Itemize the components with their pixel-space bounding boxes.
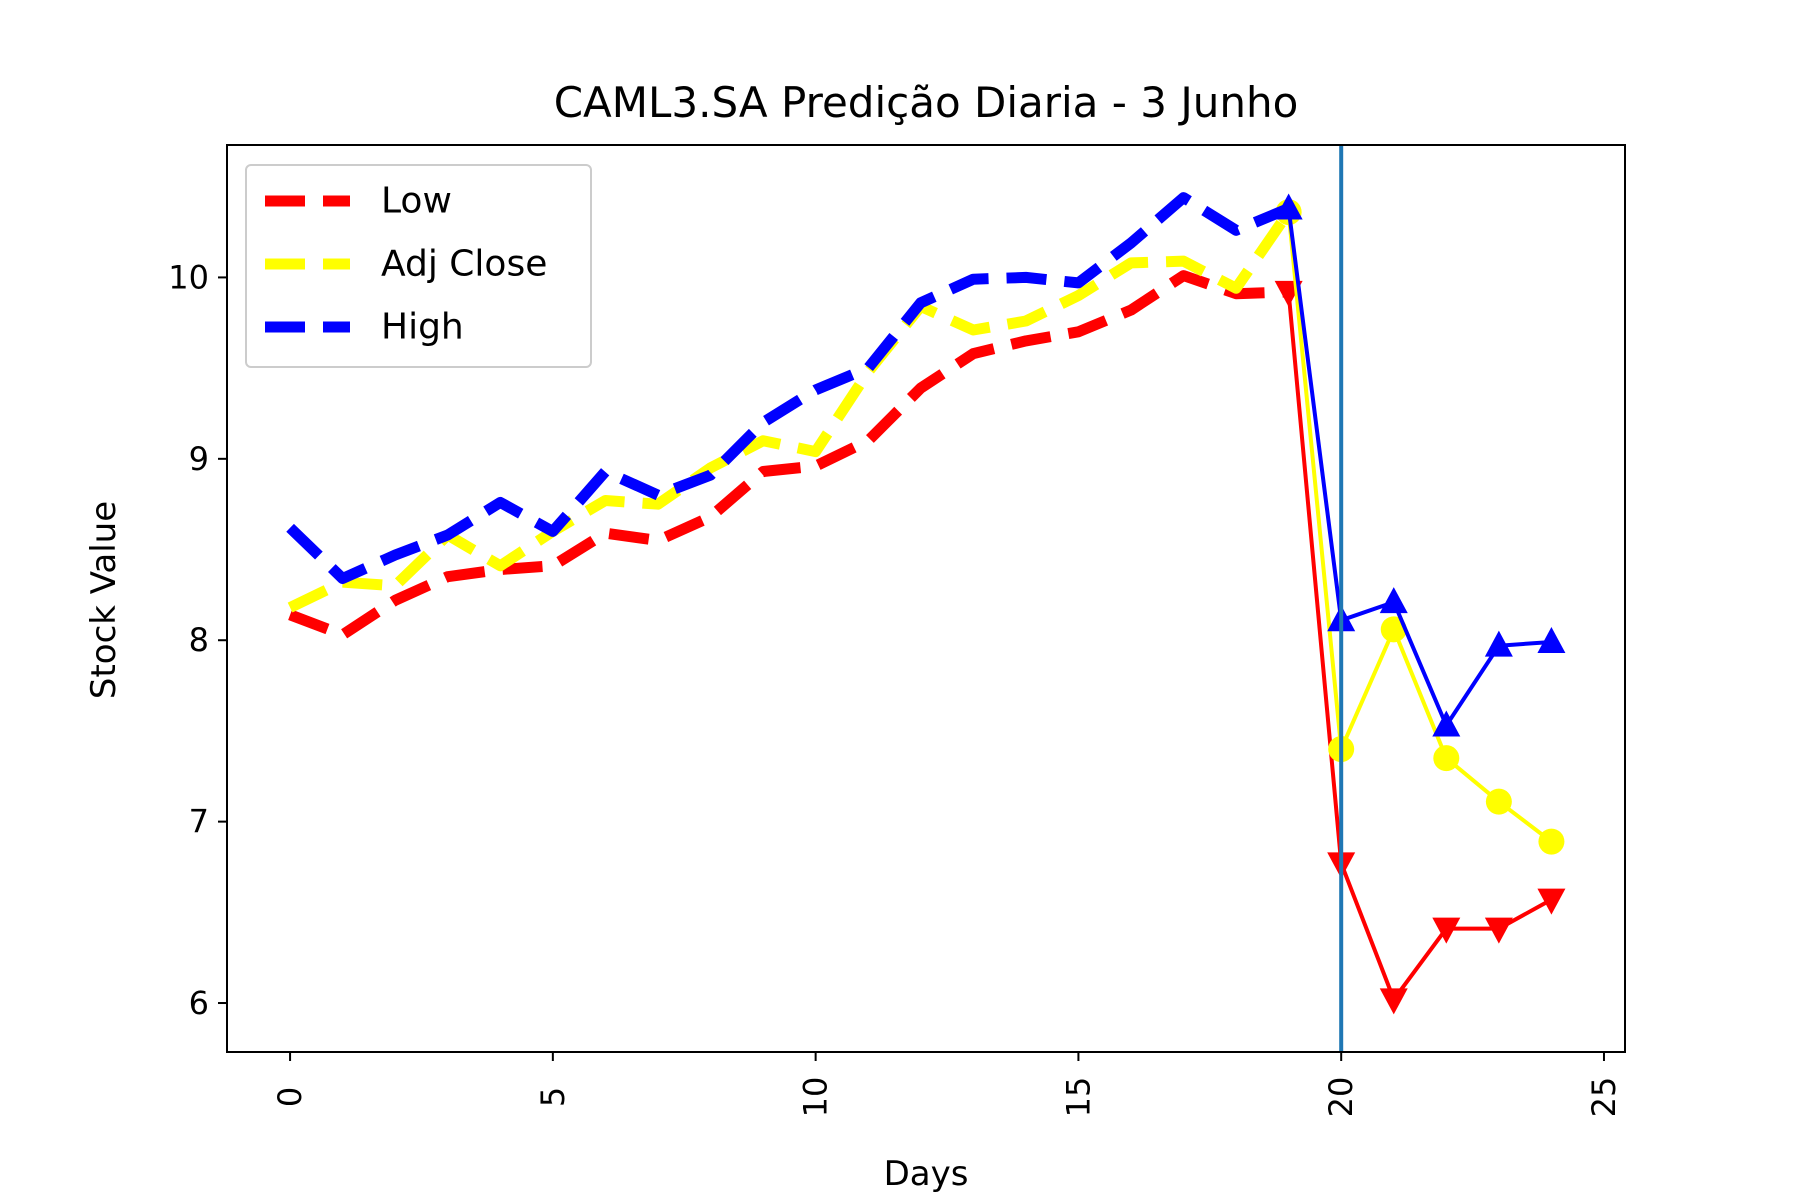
legend-label-low: Low [381, 181, 452, 222]
legend-box [245, 164, 592, 368]
point-high-21 [1379, 587, 1408, 614]
y-tick-label-10: 10 [168, 258, 209, 296]
point-high-23 [1484, 630, 1513, 657]
history-line-low [288, 270, 1289, 641]
prediction-line-high [1286, 208, 1552, 728]
y-tick-label-7: 7 [189, 803, 209, 841]
point-adj-close-22 [1433, 745, 1460, 772]
point-high-22 [1432, 710, 1461, 737]
x-tick-label-5: 5 [534, 1087, 572, 1107]
y-tick-label-8: 8 [189, 621, 209, 659]
history-line-high [286, 192, 1291, 584]
y-axis-label: Stock Value [84, 501, 124, 699]
legend-label-high: High [381, 307, 464, 348]
point-adj-close-23 [1485, 788, 1512, 815]
y-tick-label-6: 6 [189, 984, 209, 1022]
x-tick-label-0: 0 [271, 1087, 309, 1107]
chart-title: CAML3.SA Predição Diaria - 3 Junho [554, 78, 1299, 127]
x-tick-label-10: 10 [797, 1077, 835, 1118]
series-high [286, 192, 1566, 737]
plot-frame [226, 144, 1626, 1053]
point-high-19 [1274, 193, 1303, 220]
x-axis-label: Days [884, 1154, 969, 1194]
x-tick-label-15: 15 [1059, 1077, 1097, 1118]
point-adj-close-24 [1538, 828, 1565, 855]
point-low-22 [1432, 917, 1461, 944]
point-low-23 [1484, 917, 1513, 944]
history-line-adj-close [287, 208, 1294, 613]
x-tick-label-20: 20 [1322, 1077, 1360, 1118]
point-low-21 [1379, 988, 1408, 1015]
legend-label-adj-close: Adj Close [381, 244, 547, 285]
point-low-24 [1537, 888, 1566, 915]
point-adj-close-21 [1380, 616, 1407, 643]
point-high-24 [1537, 627, 1566, 654]
x-tick-label-25: 25 [1585, 1077, 1623, 1118]
y-tick-label-9: 9 [189, 440, 209, 478]
legend: Low Adj Close High [245, 164, 592, 368]
series-low [288, 270, 1566, 1015]
